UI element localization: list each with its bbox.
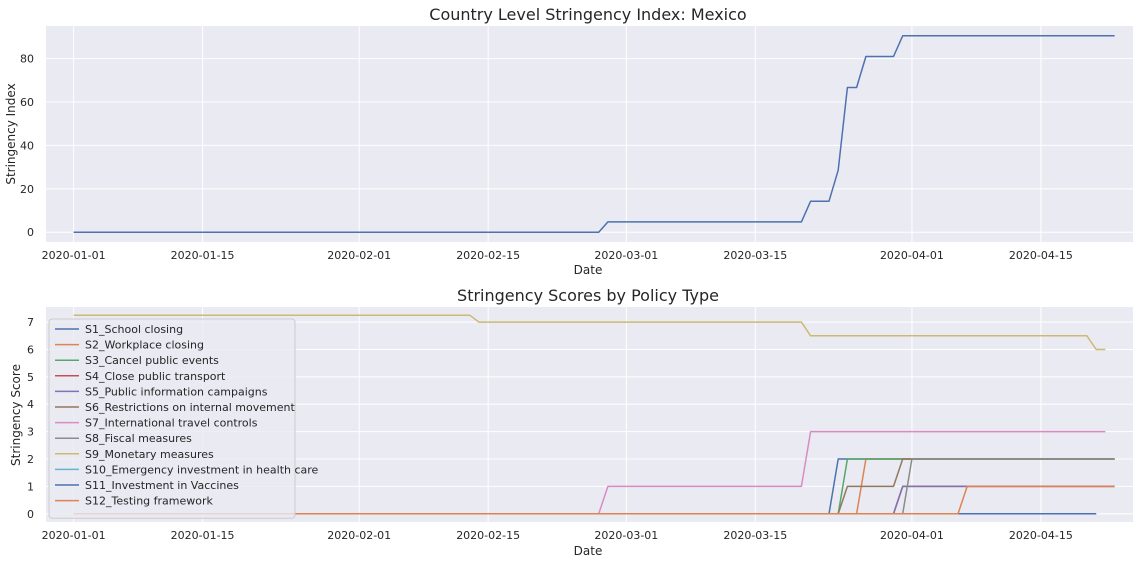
x-tick-label: 2020-03-15 xyxy=(723,529,787,542)
y-tick-label: 2 xyxy=(27,453,34,466)
chart-2-y-ticks: 0 1 2 3 4 5 6 7 xyxy=(27,316,34,521)
legend-label: S3_Cancel public events xyxy=(85,354,219,367)
chart-2-x-ticks: 2020-01-01 2020-01-15 2020-02-01 2020-02-15… xyxy=(42,529,1073,542)
series-line-1 xyxy=(73,35,1115,233)
y-tick-label: 0 xyxy=(27,226,34,239)
y-tick-label: 0 xyxy=(27,508,34,521)
chart-1-plot-area xyxy=(46,26,1133,242)
chart-1-series xyxy=(73,35,1115,233)
chart-1-x-ticks: 2020-01-01 2020-01-15 2020-02-01 2020-02-15… xyxy=(42,249,1073,262)
x-tick-label: 2020-01-01 xyxy=(42,529,106,542)
y-tick-label: 1 xyxy=(27,480,34,493)
legend-label: S9_Monetary measures xyxy=(85,448,214,461)
x-tick-label: 2020-03-15 xyxy=(723,249,787,262)
chart-1-x-label: Date xyxy=(574,263,603,277)
legend-label: S5_Public information campaigns xyxy=(85,385,268,398)
y-tick-label: 4 xyxy=(27,398,34,411)
chart-2-y-label: Stringency Score xyxy=(9,364,23,466)
chart-2-legend: S1_School closing S2_Workplace closing S3_… xyxy=(48,318,319,519)
x-tick-label: 2020-04-01 xyxy=(880,249,944,262)
legend-label: S11_Investment in Vaccines xyxy=(85,479,239,492)
legend-box xyxy=(48,318,296,519)
chart-1-y-ticks: 0 20 40 60 80 xyxy=(20,53,34,240)
x-tick-label: 2020-01-15 xyxy=(171,529,235,542)
x-tick-label: 2020-02-15 xyxy=(456,529,520,542)
legend-label: S6_Restrictions on internal movement xyxy=(85,401,295,414)
y-tick-label: 5 xyxy=(27,371,34,384)
y-tick-label: 80 xyxy=(20,53,34,66)
y-tick-label: 7 xyxy=(27,316,34,329)
x-tick-label: 2020-01-01 xyxy=(42,249,106,262)
x-tick-label: 2020-01-15 xyxy=(171,249,235,262)
x-tick-label: 2020-03-01 xyxy=(594,529,658,542)
x-tick-label: 2020-02-01 xyxy=(327,529,391,542)
y-tick-label: 6 xyxy=(27,343,34,356)
legend-label: S2_Workplace closing xyxy=(85,339,204,352)
x-tick-label: 2020-02-01 xyxy=(327,249,391,262)
legend-label: S4_Close public transport xyxy=(85,370,226,383)
legend-label: S1_School closing xyxy=(85,323,183,336)
legend-label: S8_Fiscal measures xyxy=(85,432,192,445)
chart-1-y-label: Stringency Index xyxy=(4,83,18,184)
chart-2-series xyxy=(73,314,1115,515)
x-tick-label: 2020-04-15 xyxy=(1009,249,1073,262)
chart-1: Country Level Stringency Index: Mexico 2… xyxy=(4,5,1133,277)
legend-label: S7_International travel controls xyxy=(85,417,258,430)
y-tick-label: 20 xyxy=(20,183,34,196)
legend-label: S10_Emergency investment in health care xyxy=(85,463,319,476)
series-line-12 xyxy=(73,485,1115,515)
x-tick-label: 2020-04-01 xyxy=(880,529,944,542)
y-tick-label: 40 xyxy=(20,139,34,152)
series-line-9 xyxy=(73,314,1106,351)
x-tick-label: 2020-02-15 xyxy=(456,249,520,262)
y-tick-label: 3 xyxy=(27,426,34,439)
chart-2: Stringency Scores by Policy Type 2020-01… xyxy=(9,286,1133,558)
legend-label: S12_Testing framework xyxy=(85,495,214,508)
chart-2-title: Stringency Scores by Policy Type xyxy=(457,286,719,305)
chart-2-x-label: Date xyxy=(574,544,603,558)
y-tick-label: 60 xyxy=(20,96,34,109)
x-tick-label: 2020-03-01 xyxy=(594,249,658,262)
chart-1-title: Country Level Stringency Index: Mexico xyxy=(429,5,746,24)
x-tick-label: 2020-04-15 xyxy=(1009,529,1073,542)
